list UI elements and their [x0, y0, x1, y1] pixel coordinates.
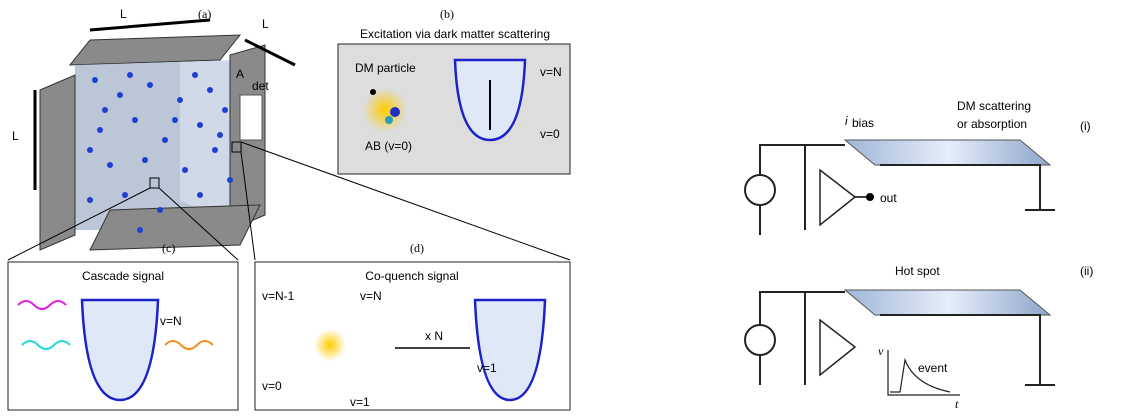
dimension-arrow — [90, 20, 210, 30]
molecule — [172, 117, 178, 123]
molecule — [122, 192, 128, 198]
molecule — [92, 77, 98, 83]
molecule — [197, 122, 203, 128]
dm-glow — [314, 329, 346, 361]
molecule — [147, 82, 153, 88]
top-wall — [70, 35, 240, 65]
signal-label: event — [918, 361, 948, 375]
detector-label: A — [236, 67, 244, 81]
sensor-chip — [845, 140, 1050, 165]
molecule — [212, 147, 218, 153]
current-subscript: bias — [852, 116, 874, 130]
panel-title: Cascade signal — [82, 269, 164, 283]
level-label: v=N — [540, 65, 562, 79]
level-label: v=0 — [540, 127, 560, 141]
level-label: v=N — [360, 289, 382, 303]
process-label: or absorption — [957, 117, 1027, 131]
multiplier: x N — [425, 329, 443, 343]
panel-label: (c) — [162, 241, 175, 255]
panel-label: (a) — [198, 7, 211, 21]
amplifier — [820, 170, 855, 225]
panel-label: (b) — [440, 7, 454, 21]
level-label: v=0 — [262, 379, 282, 393]
dm-particle — [370, 89, 376, 95]
molecule — [102, 107, 108, 113]
molecule — [137, 227, 143, 233]
level-label: v=N — [160, 314, 182, 328]
molecule — [222, 107, 228, 113]
molecule — [197, 192, 203, 198]
current-source — [745, 325, 775, 355]
molecule — [127, 72, 133, 78]
dimension-label: L — [120, 7, 127, 21]
dimension-label: L — [262, 17, 269, 31]
circuit-i — [745, 140, 1055, 235]
left-wall — [40, 75, 75, 250]
figure: L L L (a) A det (b) Excitation via dark … — [0, 0, 1124, 417]
molecule — [97, 127, 103, 133]
panel-label: (ii) — [1080, 264, 1093, 278]
molecule — [117, 92, 123, 98]
level-label: v=1 — [477, 361, 497, 375]
axis-label: t — [955, 397, 959, 411]
label: AB (v=0) — [365, 139, 412, 153]
circuit-ii — [745, 290, 1055, 395]
molecule — [217, 132, 223, 138]
output-label: out — [880, 191, 897, 205]
panel-label: (i) — [1080, 119, 1091, 133]
panel-label: (d) — [410, 241, 424, 255]
current-source — [745, 175, 775, 205]
label: DM particle — [355, 61, 416, 75]
dm-glow — [363, 88, 407, 132]
molecule — [132, 117, 138, 123]
panel-title: Co-quench signal — [365, 269, 458, 283]
detector-array — [240, 95, 262, 140]
dimension-label: L — [12, 129, 19, 143]
level-label: v=1 — [350, 395, 370, 409]
panel-title: Excitation via dark matter scattering — [360, 27, 550, 41]
process-label: DM scattering — [957, 99, 1031, 113]
level-label: v=N-1 — [262, 289, 295, 303]
axis-label: v — [878, 344, 884, 358]
amplifier — [820, 320, 855, 375]
molecule — [162, 137, 168, 143]
molecule — [142, 157, 148, 163]
molecule — [87, 197, 93, 203]
current-label: i — [845, 114, 848, 128]
sensor-chip — [845, 290, 1050, 315]
molecule — [177, 97, 183, 103]
molecule — [207, 87, 213, 93]
molecule — [182, 167, 188, 173]
detector-subscript: det — [252, 79, 269, 93]
molecule — [227, 177, 233, 183]
molecule — [157, 207, 163, 213]
molecule — [107, 162, 113, 168]
atom — [390, 107, 400, 117]
molecule — [192, 72, 198, 78]
atom — [385, 116, 393, 124]
panel-title: Hot spot — [895, 264, 940, 278]
molecule — [87, 147, 93, 153]
